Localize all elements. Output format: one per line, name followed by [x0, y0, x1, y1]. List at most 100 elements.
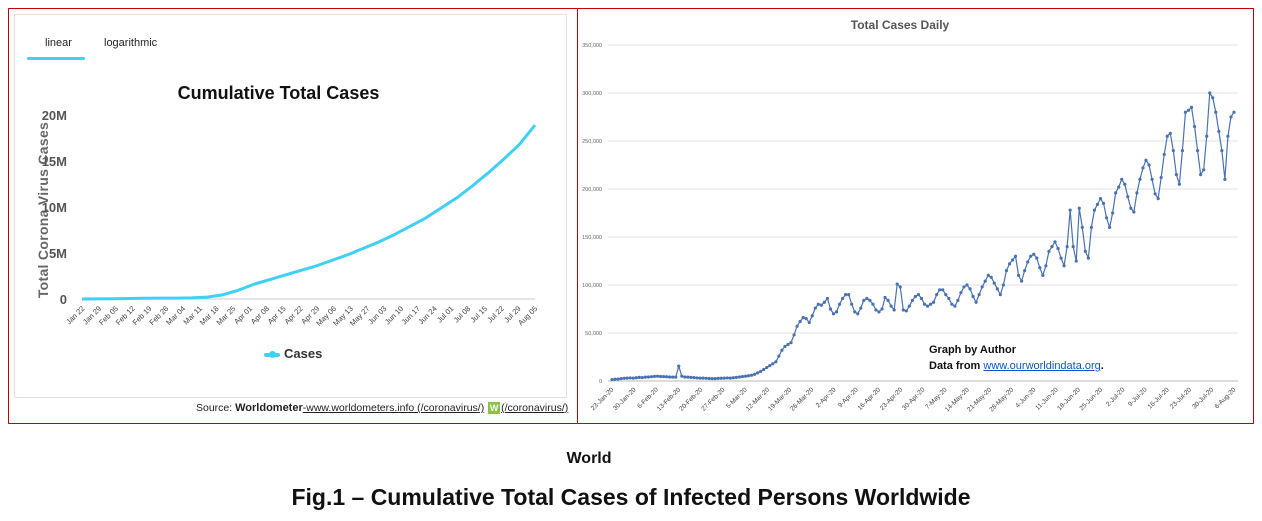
- data-point: [768, 364, 772, 368]
- x-tick-label: 6-Aug-20: [1214, 386, 1238, 410]
- tab-logarithmic[interactable]: logarithmic: [104, 37, 158, 49]
- data-point: [1111, 211, 1115, 215]
- x-tick-label: 16-Apr-20: [857, 386, 883, 412]
- data-point: [807, 320, 811, 325]
- data-point: [825, 296, 830, 301]
- data-point: [613, 377, 617, 381]
- data-point: [783, 344, 787, 349]
- data-point: [816, 302, 820, 306]
- data-point: [786, 342, 790, 347]
- data-point: [665, 375, 669, 379]
- data-point: [965, 283, 969, 287]
- data-point: [674, 375, 678, 379]
- source-prefix: Source:: [196, 402, 236, 414]
- source-link-2[interactable]: (/coronavirus/): [501, 402, 569, 414]
- data-point: [798, 319, 802, 324]
- data-point: [1141, 166, 1145, 170]
- data-point: [1147, 163, 1151, 167]
- data-point: [1226, 134, 1230, 138]
- data-point: [1044, 264, 1048, 268]
- data-point: [1129, 206, 1133, 210]
- data-point: [801, 316, 805, 320]
- data-point: [1138, 177, 1142, 181]
- data-point: [625, 376, 629, 380]
- data-point: [1126, 195, 1130, 199]
- data-point: [622, 376, 626, 380]
- data-point: [1062, 264, 1066, 268]
- data-point: [889, 304, 893, 308]
- data-point: [928, 302, 933, 306]
- data-point: [831, 312, 836, 316]
- data-point: [877, 310, 881, 314]
- data-point: [1120, 177, 1124, 181]
- data-point: [1232, 110, 1236, 114]
- data-point: [1020, 279, 1024, 283]
- data-point: [895, 282, 899, 286]
- data-point: [947, 296, 951, 301]
- data-point: [935, 293, 939, 297]
- y-tick-label: 200,000: [582, 187, 602, 193]
- legend-swatch: [264, 350, 280, 358]
- data-point: [1114, 191, 1118, 195]
- x-tick-label: Jul 08: [452, 304, 473, 325]
- figure-caption: Fig.1 – Cumulative Total Cases of Infect…: [291, 484, 971, 510]
- data-point: [1080, 225, 1084, 229]
- series-line-daily: [611, 92, 1235, 381]
- data-point: [1023, 269, 1027, 273]
- y-tick-label: 300,000: [582, 91, 602, 97]
- x-tick-label: 30-Apr-20: [901, 386, 927, 412]
- attribution-line-1: Graph by Author: [929, 344, 1016, 356]
- data-point: [1010, 258, 1015, 262]
- data-point: [1056, 246, 1060, 251]
- cumulative-chart-panel: linear logarithmic Cumulative Total Case…: [14, 14, 568, 415]
- attribution-link[interactable]: www.ourworldindata.org: [983, 360, 1101, 372]
- daily-chart: 0 50,000 100,000 150,000 200,000 250,000 300,0…: [582, 43, 1238, 413]
- data-point: [719, 376, 723, 380]
- attribution-line-2: Data from www.ourworldindata.org.: [929, 358, 1104, 374]
- tab-linear[interactable]: linear: [45, 37, 72, 49]
- data-point: [728, 376, 732, 380]
- data-point: [901, 308, 905, 312]
- data-point: [792, 333, 796, 337]
- data-point: [898, 285, 902, 289]
- y-tick-label: 0: [599, 379, 602, 385]
- data-point: [795, 324, 799, 328]
- x-tick-label: 25-Jun-20: [1078, 386, 1104, 412]
- source-link-1[interactable]: -www.worldometers.info (/coronavirus/): [302, 402, 485, 414]
- series-line-cases: [81, 124, 537, 301]
- y-tick-label: 15M: [42, 154, 67, 169]
- data-point: [962, 285, 966, 289]
- data-point: [1189, 105, 1194, 109]
- data-point: [683, 375, 687, 379]
- data-point: [704, 376, 708, 380]
- data-point: [1162, 152, 1166, 157]
- source-brand: Worldometer: [235, 402, 303, 414]
- data-point: [692, 376, 696, 380]
- data-point: [1171, 149, 1175, 153]
- y-tick-label: 0: [60, 292, 67, 307]
- data-point: [731, 376, 735, 380]
- data-point: [1183, 110, 1188, 114]
- data-point: [953, 304, 957, 308]
- data-point: [932, 300, 936, 304]
- data-point: [1117, 185, 1121, 189]
- data-point: [980, 285, 984, 289]
- data-point: [759, 369, 763, 373]
- data-point: [765, 365, 769, 370]
- data-point: [859, 306, 863, 310]
- legend-cases[interactable]: Cases: [264, 346, 322, 361]
- data-point: [834, 310, 839, 314]
- data-point: [753, 372, 757, 376]
- x-tick-label: Jul 22: [485, 304, 506, 325]
- y-tick-label: 250,000: [582, 139, 602, 145]
- data-point: [907, 304, 911, 308]
- data-point: [819, 303, 823, 307]
- data-point: [904, 309, 908, 313]
- data-point: [977, 293, 981, 297]
- data-point: [1071, 245, 1075, 249]
- x-tick-label: 27-Feb-20: [700, 386, 726, 412]
- data-point: [1192, 125, 1197, 129]
- data-point: [810, 314, 814, 318]
- data-point: [971, 294, 975, 299]
